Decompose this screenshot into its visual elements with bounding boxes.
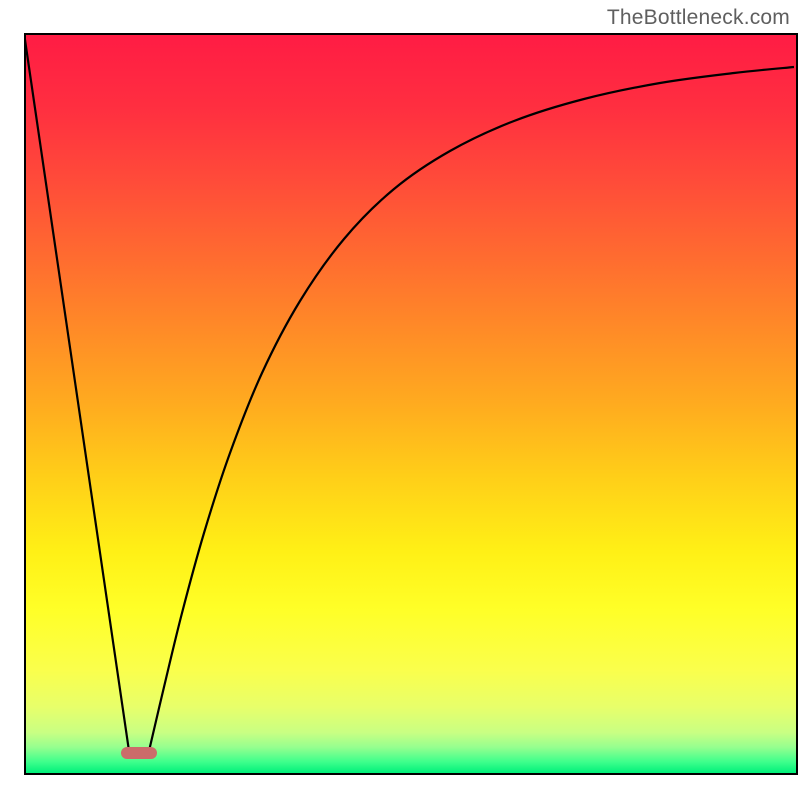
chart-container: TheBottleneck.com (0, 0, 800, 800)
plot-frame (24, 33, 798, 775)
vertex-marker (121, 747, 157, 759)
curve-left (24, 33, 129, 751)
watermark-text: TheBottleneck.com (607, 6, 790, 30)
curve-right (149, 67, 794, 751)
curve-layer (24, 33, 794, 771)
